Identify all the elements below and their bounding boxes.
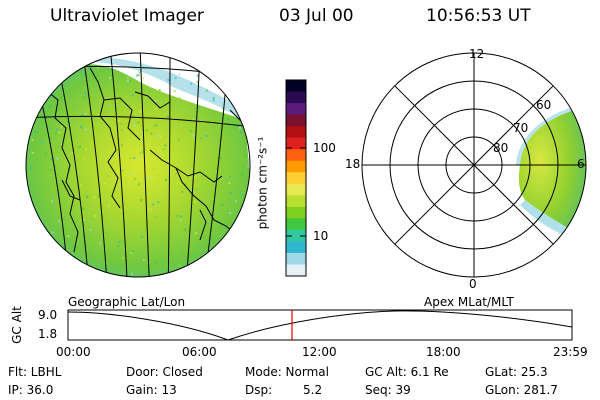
timeline-xtick-0000: 00:00	[56, 345, 91, 359]
colorbar-segment	[286, 149, 306, 162]
globe-map	[25, 52, 251, 278]
status-glat: GLat: 25.3	[485, 365, 548, 379]
colorbar-segment	[286, 195, 306, 208]
status-dsp-label: Dsp:	[245, 383, 273, 397]
observation-time: 10:56:53 UT	[426, 6, 531, 26]
colorbar-segment	[286, 80, 306, 93]
colorbar-segment	[286, 229, 306, 242]
polar-grid	[361, 52, 587, 278]
status-mode: Mode: Normal	[245, 365, 329, 379]
mlt-label-0: 0	[469, 277, 477, 291]
timeline-xtick-1200: 12:00	[302, 345, 337, 359]
colorbar-segment	[286, 114, 306, 127]
status-door: Door: Closed	[126, 365, 203, 379]
status-ip: IP: 36.0	[8, 383, 54, 397]
colorbar-segment	[286, 206, 306, 219]
status-gc-alt: GC Alt: 6.1 Re	[365, 365, 449, 379]
colorbar-segment	[286, 91, 306, 104]
mlt-label-18: 18	[345, 157, 361, 171]
mlat-label-70: 70	[513, 121, 529, 135]
colorbar-tick-10: 10	[313, 229, 329, 243]
geographic-map-label: Geographic Lat/Lon	[68, 295, 186, 309]
mlt-label-6: 6	[577, 157, 585, 171]
timeline-xtick-1800: 18:00	[426, 345, 461, 359]
status-filter: Flt: LBHL	[8, 365, 62, 379]
aurora-emission	[26, 64, 250, 277]
polar-plot	[361, 52, 587, 278]
status-dsp-value: 5.2	[303, 383, 323, 397]
colorbar-segment	[286, 183, 306, 196]
colorbar-segment	[286, 126, 306, 139]
timeline-ytick-top: 9.0	[38, 308, 58, 322]
colorbar-segment	[286, 160, 306, 173]
status-seq: Seq: 39	[365, 383, 411, 397]
altitude-curve	[67, 310, 573, 341]
mlt-label-12: 12	[469, 47, 485, 61]
altitude-timeline	[67, 309, 573, 341]
colorbar-segment	[286, 172, 306, 185]
status-glon: GLon: 281.7	[485, 383, 558, 397]
apex-map-label: Apex MLat/MLT	[424, 295, 514, 309]
colorbar-segment	[286, 252, 306, 265]
color-bar	[285, 79, 307, 277]
timeline-ytick-bottom: 1.8	[38, 327, 58, 341]
timeline-xtick-2359: 23:59	[553, 345, 588, 359]
polar-aurora	[518, 108, 586, 240]
colorbar-tick-100: 100	[313, 141, 336, 155]
timeline-ylabel: GC Alt	[9, 306, 24, 344]
colorbar-segment	[286, 137, 306, 150]
colorbar-segment	[286, 264, 306, 277]
colorbar-segment	[286, 218, 306, 231]
instrument-title: Ultraviolet Imager	[50, 6, 204, 26]
timeline-xtick-0600: 06:00	[182, 345, 217, 359]
observation-date: 03 Jul 00	[279, 6, 354, 26]
colorbar-segment	[286, 103, 306, 116]
colorbar-unit-label: photon cm⁻²s⁻¹	[255, 136, 270, 230]
mlat-label-80: 80	[493, 141, 509, 155]
mlat-label-60: 60	[536, 98, 552, 112]
status-gain: Gain: 13	[126, 383, 177, 397]
colorbar-segment	[286, 241, 306, 254]
